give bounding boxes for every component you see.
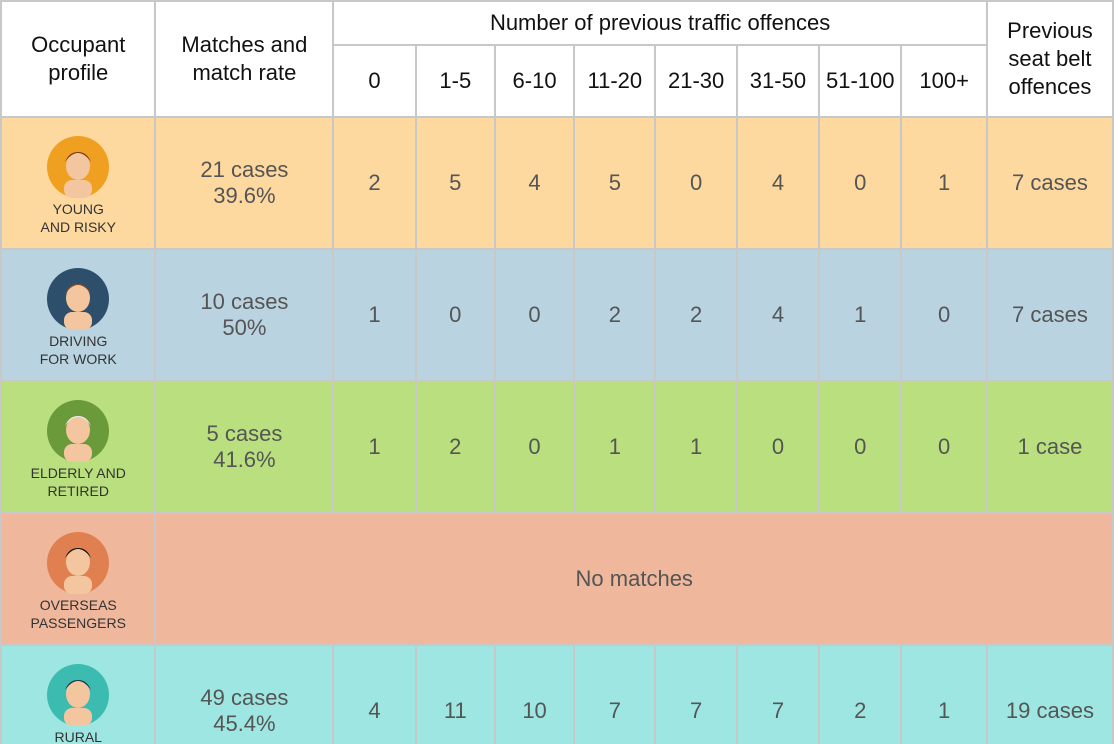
offence-bin: 100+	[901, 45, 986, 117]
header-offences: Number of previous traffic offences	[333, 1, 987, 45]
offence-count: 0	[495, 249, 574, 381]
offence-count: 2	[574, 249, 655, 381]
offence-count: 2	[819, 645, 901, 744]
header-profile: Occupant profile	[1, 1, 155, 117]
offence-count: 0	[901, 249, 986, 381]
profile-label: ELDERLY AND	[2, 464, 154, 482]
header-seat-belt: Previous seat belt offences	[987, 1, 1113, 117]
profile-label: DRIVING	[2, 332, 154, 350]
profile-label: AND RISKY	[2, 218, 154, 236]
offence-bin: 6-10	[495, 45, 574, 117]
profile-label: OVERSEAS	[2, 596, 154, 614]
offence-count: 1	[333, 249, 415, 381]
profile-label: RETIRED	[2, 482, 154, 500]
offence-count: 7	[574, 645, 655, 744]
offence-count: 4	[737, 117, 819, 249]
offence-count: 7	[737, 645, 819, 744]
match-rate: 41.6%	[156, 447, 332, 473]
profile-label: RURAL	[2, 728, 154, 744]
page: Occupant profile Matches and match rate …	[0, 0, 1114, 744]
cases: 5 cases	[156, 421, 332, 447]
offence-count: 7	[655, 645, 736, 744]
profile-cell: RURALCRASHES	[1, 645, 155, 744]
offence-bin: 51-100	[819, 45, 901, 117]
seat-belt: 19 cases	[987, 645, 1113, 744]
offence-count: 2	[655, 249, 736, 381]
offence-count: 4	[737, 249, 819, 381]
offence-count: 0	[819, 117, 901, 249]
profile-icon	[47, 400, 109, 462]
offence-count: 10	[495, 645, 574, 744]
no-matches: No matches	[155, 513, 1113, 645]
offence-count: 4	[495, 117, 574, 249]
offence-count: 1	[574, 381, 655, 513]
offence-bin: 21-30	[655, 45, 736, 117]
match-rate: 50%	[156, 315, 332, 341]
profile-icon	[47, 268, 109, 330]
offence-count: 2	[333, 117, 415, 249]
offence-count: 0	[416, 249, 495, 381]
offence-bin: 31-50	[737, 45, 819, 117]
offence-bin: 0	[333, 45, 415, 117]
cases: 49 cases	[156, 685, 332, 711]
offence-count: 4	[333, 645, 415, 744]
profile-label: YOUNG	[2, 200, 154, 218]
offence-count: 1	[655, 381, 736, 513]
offence-count: 0	[495, 381, 574, 513]
match-rate: 39.6%	[156, 183, 332, 209]
offence-bin: 1-5	[416, 45, 495, 117]
seat-belt: 7 cases	[987, 117, 1113, 249]
offence-count: 2	[416, 381, 495, 513]
offences-table: Occupant profile Matches and match rate …	[0, 0, 1114, 744]
profile-icon	[47, 136, 109, 198]
seat-belt: 7 cases	[987, 249, 1113, 381]
cases: 10 cases	[156, 289, 332, 315]
offence-bin: 11-20	[574, 45, 655, 117]
offence-count: 1	[901, 117, 986, 249]
offence-count: 1	[901, 645, 986, 744]
offence-count: 1	[819, 249, 901, 381]
match-rate: 45.4%	[156, 711, 332, 737]
offence-count: 5	[416, 117, 495, 249]
offence-count: 1	[333, 381, 415, 513]
offence-count: 5	[574, 117, 655, 249]
profile-label: PASSENGERS	[2, 614, 154, 632]
header-matches: Matches and match rate	[155, 1, 333, 117]
seat-belt: 1 case	[987, 381, 1113, 513]
offence-count: 0	[901, 381, 986, 513]
offence-count: 0	[737, 381, 819, 513]
profile-label: FOR WORK	[2, 350, 154, 368]
profile-icon	[47, 664, 109, 726]
offence-count: 11	[416, 645, 495, 744]
offence-count: 0	[655, 117, 736, 249]
cases: 21 cases	[156, 157, 332, 183]
profile-icon	[47, 532, 109, 594]
offence-count: 0	[819, 381, 901, 513]
